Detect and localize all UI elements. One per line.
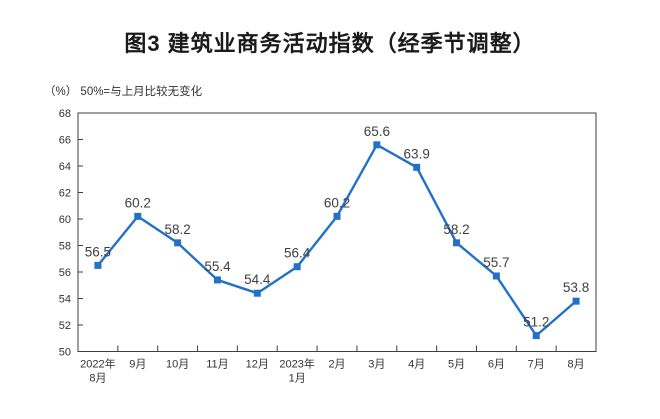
chart-title: 图3 建筑业商务活动指数（经季节调整） (124, 31, 536, 56)
y-tick-label: 66 (59, 135, 71, 147)
data-point (253, 289, 261, 297)
data-label: 53.8 (563, 280, 589, 295)
data-point (174, 239, 182, 247)
x-tick-label: 8月 (89, 373, 106, 385)
x-tick-label: 7月 (528, 359, 545, 371)
data-point (94, 261, 102, 269)
data-label: 56.4 (284, 246, 311, 261)
data-points: 56.5 60.2 58.2 55.4 54.4 56.4 60.2 65.6 63.9 58.2… (85, 124, 589, 340)
x-tick-label: 10月 (166, 359, 189, 371)
x-tick-label: 9月 (129, 359, 146, 371)
data-label: 54.4 (244, 272, 271, 287)
plot-border (77, 112, 597, 352)
data-label: 63.9 (404, 146, 430, 161)
data-point (572, 297, 580, 305)
data-point (293, 263, 301, 271)
data-label: 51.2 (523, 315, 549, 330)
data-label: 55.4 (204, 259, 231, 274)
x-tick-label: 8月 (568, 359, 585, 371)
data-label: 60.2 (125, 195, 151, 210)
data-point (492, 272, 500, 280)
y-tick-label: 62 (59, 188, 71, 200)
data-label: 58.2 (443, 222, 469, 237)
axis-unit-note: （%） 50%=与上月比较无变化 (44, 86, 203, 98)
x-tick-label: 2022年 (80, 357, 115, 371)
data-label: 65.6 (364, 124, 390, 139)
data-point (532, 332, 540, 340)
y-tick-label: 52 (59, 320, 71, 332)
data-point (373, 141, 381, 149)
data-point (453, 239, 461, 247)
y-tick-label: 64 (59, 161, 71, 173)
x-tick-label: 12月 (246, 359, 269, 371)
y-tick-label: 68 (59, 108, 71, 120)
x-tick-label: 2023年 (279, 357, 314, 371)
x-tick-label: 4月 (408, 359, 425, 371)
x-tick-label: 2月 (328, 359, 345, 371)
x-tick-label: 3月 (368, 359, 385, 371)
data-line (96, 143, 577, 337)
x-tick-label: 5月 (448, 359, 465, 371)
y-tick-label: 56 (59, 267, 71, 279)
data-label: 58.2 (164, 222, 190, 237)
data-label: 60.2 (324, 195, 350, 210)
data-label: 56.5 (85, 244, 111, 259)
y-tick-label: 58 (59, 241, 71, 253)
data-point (413, 163, 421, 171)
x-tick-label: 11月 (206, 359, 228, 371)
data-point (213, 276, 221, 284)
y-tick-label: 50 (59, 347, 71, 359)
x-axis: 2022年 8月 9月 10月 11月 12月 2023年 1月 2月 3月 4月 5月 6月 7月 8月 (80, 345, 585, 385)
data-point (134, 212, 142, 220)
x-tick-label: 1月 (289, 373, 306, 385)
y-axis: 50 52 54 56 58 60 62 64 66 68 (59, 108, 83, 359)
x-tick-label: 6月 (488, 359, 505, 371)
data-point (333, 212, 341, 220)
y-tick-label: 54 (59, 294, 71, 306)
y-tick-label: 60 (59, 214, 71, 226)
data-label: 55.7 (483, 255, 509, 270)
